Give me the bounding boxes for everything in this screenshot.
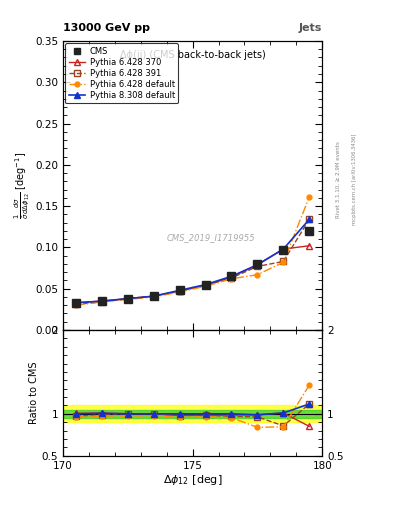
Text: mcplots.cern.ch [arXiv:1306.3436]: mcplots.cern.ch [arXiv:1306.3436]	[352, 134, 357, 225]
X-axis label: $\Delta\phi_{12}$ [deg]: $\Delta\phi_{12}$ [deg]	[163, 473, 222, 487]
Y-axis label: Ratio to CMS: Ratio to CMS	[29, 361, 39, 424]
Text: Rivet 3.1.10, ≥ 2.9M events: Rivet 3.1.10, ≥ 2.9M events	[336, 141, 341, 218]
Bar	[63, 406, 322, 422]
Bar	[63, 410, 322, 418]
Text: Jets: Jets	[299, 23, 322, 33]
Text: 13000 GeV pp: 13000 GeV pp	[63, 23, 150, 33]
Text: CMS_2019_I1719955: CMS_2019_I1719955	[166, 233, 255, 242]
Y-axis label: $\frac{1}{\bar{\sigma}}\frac{d\sigma}{d\Delta\phi_{12}}$ [deg$^{-1}$]: $\frac{1}{\bar{\sigma}}\frac{d\sigma}{d\…	[13, 152, 32, 219]
Legend: CMS, Pythia 6.428 370, Pythia 6.428 391, Pythia 6.428 default, Pythia 8.308 defa: CMS, Pythia 6.428 370, Pythia 6.428 391,…	[65, 44, 178, 103]
Text: Δϕ(jj) (CMS back-to-back jets): Δϕ(jj) (CMS back-to-back jets)	[120, 50, 265, 59]
